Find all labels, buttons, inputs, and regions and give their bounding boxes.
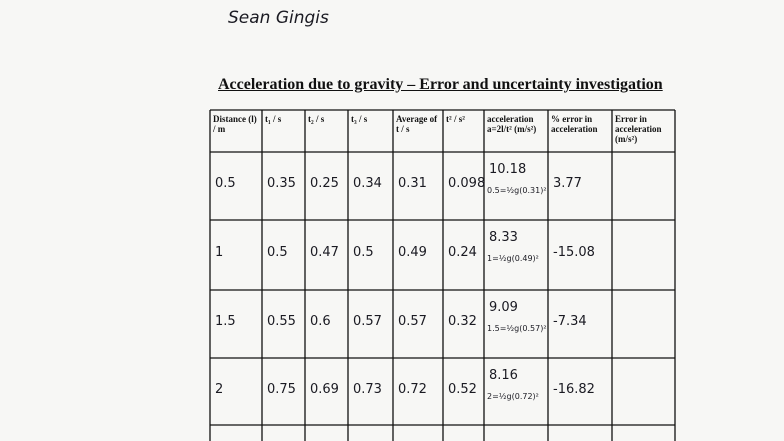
worksheet-title: Acceleration due to gravity – Error and … [218, 76, 663, 93]
cell-value: 0.57 [353, 314, 382, 329]
student-name: Sean Gingis [228, 8, 329, 28]
cell-value: 1 [215, 245, 224, 260]
cell-value: 0.32 [448, 314, 477, 329]
cell-value: 0.47 [310, 245, 339, 260]
cell-value: 0.098 [448, 176, 486, 191]
cell-value: 8.33 [489, 230, 518, 245]
working-note: 1=½g(0.49)² [487, 254, 539, 263]
cell-value: 0.57 [398, 314, 427, 329]
column-header: Error in acceleration (m/s²) [615, 114, 662, 144]
cell-value: 0.49 [398, 245, 427, 260]
cell-value: 9.09 [489, 300, 518, 315]
working-note: 1.5=½g(0.57)² [487, 324, 547, 333]
cell-value: 3.77 [553, 176, 582, 191]
cell-value: 0.31 [398, 176, 427, 191]
cell-value: 0.69 [310, 381, 339, 397]
cell-value: 10.18 [489, 162, 527, 177]
column-header: t₂ / s [308, 114, 325, 124]
cell-value: 1.5 [215, 314, 236, 329]
cell-value: 0.35 [267, 176, 296, 191]
column-header: Average of t / s [396, 114, 438, 134]
cell-value: 0.24 [448, 245, 477, 260]
cell-value: 0.34 [353, 176, 382, 191]
column-header: acceleration a=2l/t² (m/s²) [487, 114, 537, 134]
cell-value: 0.75 [267, 381, 296, 397]
cell-value: -15.08 [553, 245, 595, 260]
cell-value: 0.5 [215, 176, 236, 191]
cell-value: 0.6 [310, 314, 331, 329]
column-header: t₁ / s [265, 114, 282, 124]
cell-value: 0.5 [267, 245, 288, 260]
working-note: 2=½g(0.72)² [487, 392, 539, 401]
cell-value: 8.16 [489, 368, 518, 383]
cell-value: 0.52 [448, 381, 477, 397]
cell-value: 0.72 [398, 381, 427, 397]
column-header: Distance (l) / m [213, 114, 257, 134]
cell-value: -16.82 [553, 381, 595, 397]
column-header: t² / s² [446, 114, 465, 124]
column-header: % error in acceleration [551, 114, 598, 134]
cell-value: 0.55 [267, 314, 296, 329]
cell-value: 0.5 [353, 245, 374, 260]
column-header: t₃ / s [351, 114, 368, 124]
cell-value: 0.25 [310, 176, 339, 191]
working-note: 0.5=½g(0.31)² [487, 186, 547, 195]
cell-value: -7.34 [553, 314, 587, 329]
cell-value: 2 [215, 381, 224, 397]
cell-value: 0.73 [353, 381, 382, 397]
